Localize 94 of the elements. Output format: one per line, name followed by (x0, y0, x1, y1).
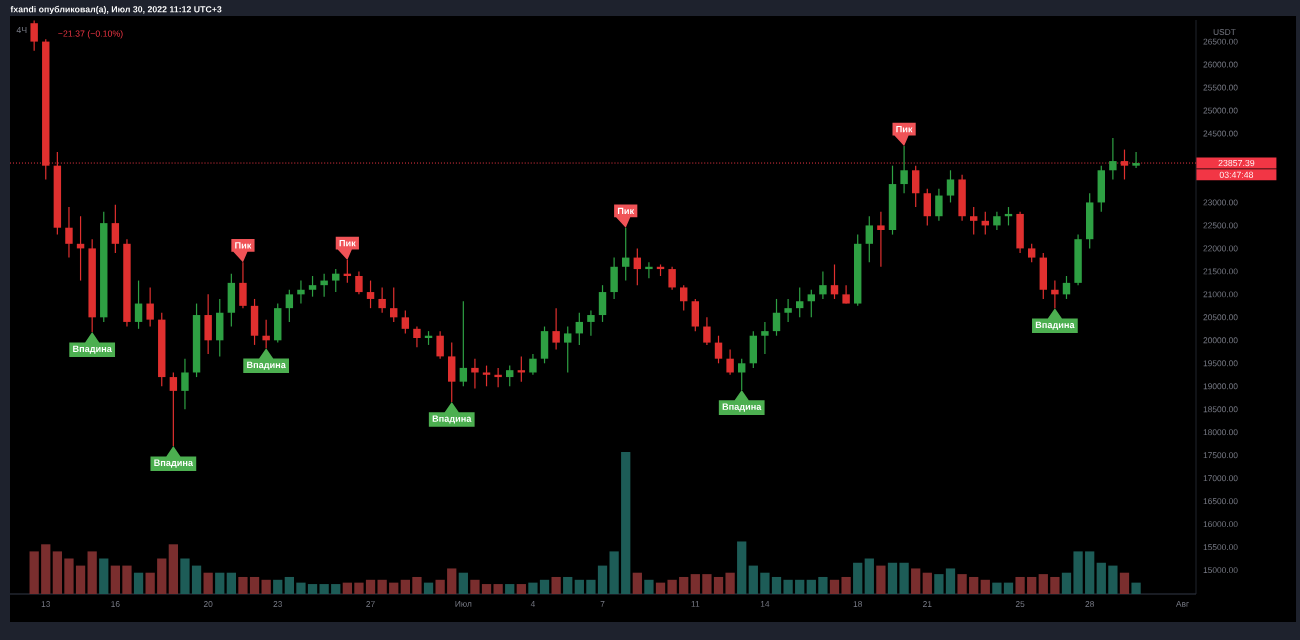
candlestick (552, 307, 560, 351)
candlestick (900, 145, 908, 194)
candlestick (911, 165, 920, 208)
candlestick (1097, 165, 1105, 213)
candlestick (30, 19, 38, 52)
candlestick (587, 309, 595, 337)
candlestick (390, 286, 398, 323)
candlestick (436, 330, 444, 360)
candlestick (1132, 151, 1140, 169)
candlestick (680, 284, 688, 312)
candlestick (216, 298, 224, 357)
candlestick (807, 289, 816, 318)
candlestick (691, 298, 700, 332)
candlestick (65, 206, 73, 259)
candlestick (274, 302, 282, 344)
candlestick (1109, 137, 1117, 181)
candlestick (575, 312, 584, 346)
candlestick (749, 330, 758, 369)
bar (458, 572, 468, 594)
candlestick (819, 270, 827, 300)
candlestick (250, 298, 259, 346)
candlestick (1051, 279, 1059, 309)
candlestick (923, 188, 932, 227)
bar (203, 572, 213, 594)
bar (1119, 572, 1130, 594)
candlestick (830, 263, 839, 300)
candlestick (865, 215, 874, 263)
candlestick (1120, 148, 1129, 181)
candlestick (181, 358, 189, 410)
candlestick (888, 165, 897, 236)
candlestick (1039, 252, 1047, 300)
candlestick (1027, 243, 1036, 263)
candlestick (761, 321, 769, 355)
candlestick (1074, 234, 1082, 286)
bar (551, 576, 561, 594)
candlestick (204, 293, 212, 355)
candlestick (262, 319, 270, 349)
bar (632, 572, 642, 594)
candlestick (378, 286, 386, 314)
candlestick (633, 247, 642, 286)
candlestick (471, 358, 479, 390)
candlestick (308, 275, 317, 298)
candlestick (772, 298, 781, 337)
candlestick (946, 169, 955, 204)
candlestick (714, 335, 723, 364)
candlestick (622, 227, 630, 282)
candlestick (1062, 275, 1071, 300)
candlestick (332, 268, 340, 293)
candlestick (540, 325, 549, 364)
candlestick (969, 206, 978, 236)
candlestick (285, 289, 294, 323)
candlestick (598, 284, 607, 323)
candlestick (726, 348, 734, 376)
candlestick (506, 364, 514, 387)
candlestick (668, 266, 676, 291)
candlestick (459, 300, 468, 387)
candlestick (738, 358, 746, 391)
candlestick (877, 211, 885, 268)
candlestick (645, 261, 653, 279)
bar (516, 584, 526, 594)
candlestick (993, 211, 1001, 231)
bar (644, 579, 654, 594)
candlestick (703, 316, 711, 346)
candlestick (297, 279, 305, 305)
candlestick (784, 298, 792, 323)
candlestick (448, 342, 456, 403)
candlestick (482, 364, 491, 387)
candlestick (401, 309, 410, 335)
candlestick (564, 325, 572, 374)
bar (133, 572, 144, 594)
candlestick (610, 256, 618, 300)
candlestick (1016, 211, 1024, 254)
candlestick (134, 279, 143, 330)
candlestick (169, 371, 178, 447)
candlestick (320, 273, 328, 298)
bar (99, 558, 109, 594)
candlestick (529, 353, 537, 376)
bar (505, 584, 515, 594)
candlestick (1085, 192, 1094, 249)
candlestick (935, 188, 943, 222)
bar (423, 582, 434, 594)
candlestick (958, 174, 966, 222)
candlestick (355, 270, 363, 295)
candlestick (146, 286, 154, 328)
candlestick (842, 284, 850, 305)
candlestick (494, 367, 502, 388)
candlestick (239, 261, 247, 309)
bar (1131, 582, 1141, 594)
candlestick (413, 325, 421, 348)
candlestick (111, 204, 120, 254)
candlestick (795, 286, 804, 318)
candlestick (366, 279, 375, 309)
candlestick (227, 273, 236, 328)
bar (876, 565, 886, 594)
